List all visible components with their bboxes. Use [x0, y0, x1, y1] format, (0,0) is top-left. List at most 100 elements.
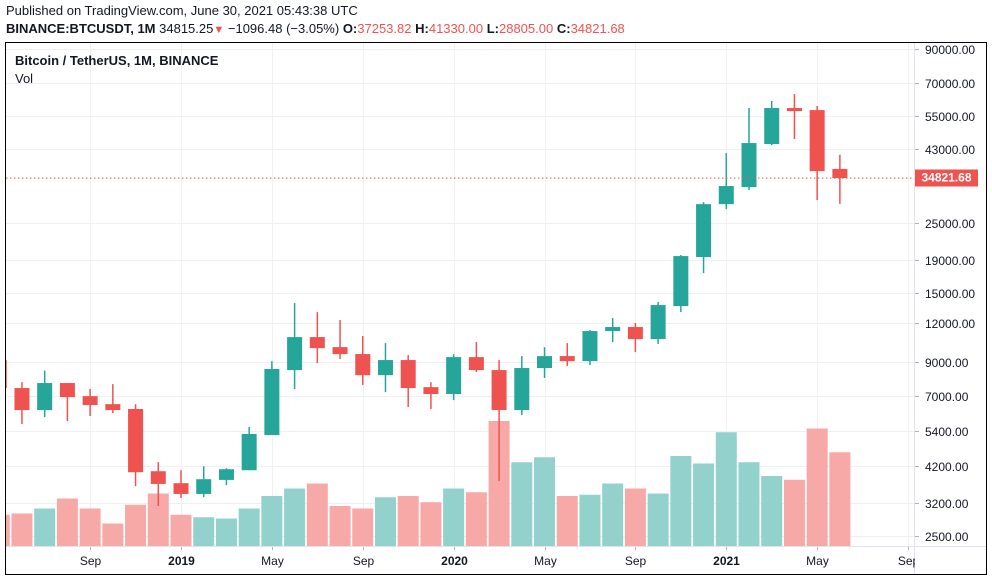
open-value: 37253.82: [357, 21, 412, 36]
volume-bar: [238, 508, 260, 546]
volume-bar: [670, 456, 692, 546]
candle-body: [173, 483, 189, 494]
candle-body: [786, 108, 802, 112]
time-tick-label: Sep: [897, 554, 915, 568]
volume-bar: [693, 463, 715, 546]
volume-bar: [420, 502, 442, 546]
candle-body: [264, 368, 280, 436]
price-tick-label: 55000.00: [925, 109, 976, 124]
volume-bar: [11, 513, 33, 546]
volume-bar: [761, 476, 783, 546]
down-arrow-icon: ▼: [213, 24, 225, 36]
candle-body: [332, 347, 348, 355]
volume-bar: [465, 492, 487, 546]
candle-body: [128, 408, 144, 473]
volume-bar: [352, 508, 374, 546]
legend-volume: Vol: [15, 71, 34, 86]
volume-bar: [579, 494, 601, 546]
volume-bar: [443, 488, 465, 546]
candle-body: [82, 396, 98, 405]
volume-bar: [34, 508, 56, 546]
volume-bar: [806, 428, 828, 546]
volume-bars: [6, 421, 851, 546]
time-tick-label: May: [806, 554, 829, 568]
price-tick-label: 4200.00: [925, 459, 969, 474]
candle-body: [6, 360, 7, 389]
candle-body: [150, 471, 166, 484]
candle-body: [514, 368, 530, 411]
volume-bar: [170, 514, 192, 546]
volume-bar: [511, 462, 533, 546]
chart-frame: [5, 42, 987, 575]
price-tick-label: 90000.00: [925, 42, 976, 57]
candle-body: [809, 110, 825, 172]
time-tick-label: Sep: [624, 554, 647, 568]
price-tick-label: 19000.00: [925, 253, 976, 268]
volume-bar: [125, 504, 147, 546]
volume-bar: [624, 488, 646, 546]
volume-bar: [102, 523, 124, 546]
time-axis[interactable]: Sep 2019 May Sep 2020 May Sep 2021 May Sep: [0, 0, 915, 581]
price-tick-label: 43000.00: [925, 142, 976, 157]
volume-bar: [534, 457, 556, 546]
time-tick-label: May: [261, 554, 284, 568]
volume-bar: [738, 462, 760, 546]
price-tick-label: 9000.00: [925, 355, 969, 370]
candle-body: [491, 370, 507, 411]
volume-bar: [829, 452, 851, 546]
candles: [6, 94, 848, 507]
volume-bar: [306, 483, 328, 546]
volume-bar: [488, 421, 510, 546]
volume-bar: [79, 508, 101, 546]
candle-body: [59, 383, 75, 398]
price-tick-label: 3200.00: [925, 496, 969, 511]
candle-body: [650, 305, 666, 340]
candle-body: [718, 186, 734, 205]
volume-bar: [6, 514, 10, 546]
time-tick-label: 2021: [713, 554, 740, 568]
last-price: 34815.25: [159, 21, 214, 36]
close-label: C:: [556, 21, 571, 36]
candle-body: [423, 387, 439, 395]
candle-body: [764, 108, 780, 145]
volume-bar: [647, 493, 669, 546]
last-price-label: 34821.68: [915, 169, 978, 187]
price-tick-label: 25000.00: [925, 216, 976, 231]
candle-body: [673, 256, 689, 307]
high-value: 41330.00: [428, 21, 484, 36]
volume-bar: [147, 493, 169, 546]
time-tick-label: Sep: [79, 554, 102, 568]
candle-body: [377, 360, 393, 376]
candle-body: [741, 143, 757, 188]
published-line: Published on TradingView.com, June 30, 2…: [6, 3, 358, 18]
low-label: L:: [486, 21, 499, 36]
candle-body: [696, 204, 712, 258]
volume-bar: [783, 479, 805, 546]
volume-bar: [715, 432, 737, 546]
price-tick-label: 2500.00: [925, 529, 969, 544]
price-tick-label: 7000.00: [925, 389, 969, 404]
volume-bar: [374, 497, 396, 546]
high-label: H:: [415, 21, 429, 36]
candle-body: [196, 479, 212, 494]
candle-body: [105, 404, 121, 411]
time-tick-label: May: [534, 554, 557, 568]
ohlc-line: BINANCE:BTCUSDT, 1M 34815.25▼ −1096.48 (…: [6, 21, 625, 36]
candle-body: [218, 469, 234, 480]
candle-body: [832, 168, 848, 179]
candle-body: [582, 331, 598, 362]
volume-bar: [56, 498, 78, 546]
price-change: −1096.48 (−3.05%): [227, 21, 340, 36]
volume-bar: [602, 483, 624, 546]
time-tick-label: 2020: [441, 554, 468, 568]
candle-body: [37, 383, 53, 411]
volume-bar: [556, 496, 578, 546]
volume-bar: [397, 496, 419, 546]
legend-title: Bitcoin / TetherUS, 1M, BINANCE: [15, 53, 219, 68]
volume-bar: [329, 506, 351, 546]
candle-body: [309, 337, 325, 349]
open-label: O:: [342, 21, 358, 36]
volume-bar: [261, 496, 283, 546]
candle-body: [537, 356, 553, 369]
